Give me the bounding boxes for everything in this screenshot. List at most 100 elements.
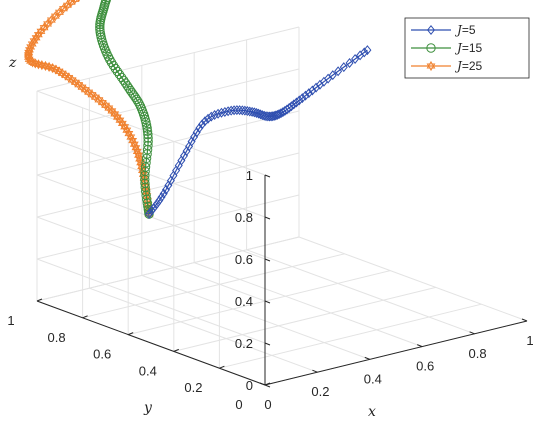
wall-gridline — [36, 194, 300, 260]
wall-gridline — [36, 26, 300, 92]
legend-marker — [426, 24, 436, 36]
z-tick — [264, 300, 271, 304]
data-point — [287, 101, 296, 112]
wall-gridline — [36, 236, 300, 302]
plot-area — [23, 0, 372, 220]
data-point — [232, 105, 241, 116]
data-point — [345, 57, 354, 68]
data-point — [143, 136, 153, 147]
tick-labels: 0 0.2 0.4 0.6 0.8 1 0 0.2 0.4 0.6 0.8 1 0 0.2 0.4 0.6 0.… — [7, 168, 533, 412]
wall-gridline — [36, 68, 300, 134]
z-tick-label: 0.2 — [235, 336, 253, 351]
series-1 — [95, 0, 154, 219]
data-point — [285, 102, 294, 113]
x-axis-line — [264, 320, 528, 386]
x-tick — [312, 369, 318, 373]
data-point — [140, 178, 150, 188]
data-point — [95, 24, 105, 35]
data-point — [230, 105, 239, 116]
wall-gridline — [36, 132, 266, 218]
legend-label: J=15 — [454, 41, 482, 55]
series-0 — [145, 45, 372, 220]
data-point — [161, 184, 170, 195]
y-tick — [264, 382, 271, 386]
y-tick-label: 0.8 — [48, 330, 66, 345]
y-tick — [82, 315, 88, 319]
wall-gridline — [36, 174, 266, 260]
z-tick-label: 1 — [246, 168, 253, 183]
y-tick-label: 0.6 — [93, 347, 111, 362]
floor-gridline — [141, 274, 370, 360]
legend-item: J=5 — [411, 23, 476, 37]
data-point — [334, 66, 343, 77]
floor-gridline — [82, 253, 345, 319]
x-tick-label: 0.6 — [416, 359, 434, 374]
legend-label-symbol: J — [454, 59, 463, 73]
data-point — [54, 7, 64, 18]
data-point — [142, 198, 152, 208]
x-tick — [521, 318, 528, 322]
data-point — [243, 106, 252, 117]
data-point — [159, 188, 168, 199]
data-point — [328, 70, 337, 81]
data-point — [95, 22, 105, 32]
data-point — [143, 129, 153, 140]
data-point — [273, 109, 282, 120]
floor-gridline — [173, 286, 436, 352]
data-point — [153, 198, 162, 209]
z-axis-label: z — [8, 55, 17, 71]
data-point — [57, 68, 67, 79]
legend-item: J=15 — [411, 41, 482, 55]
y-tick — [173, 348, 179, 352]
legend: J=5J=15J=25 — [404, 17, 530, 79]
data-point — [217, 107, 226, 118]
data-point — [102, 0, 112, 3]
series-line — [148, 49, 368, 215]
data-point — [308, 85, 317, 96]
y-tick-label: 1 — [7, 313, 14, 328]
z-tick — [264, 384, 271, 388]
data-point — [195, 123, 204, 134]
data-point — [289, 99, 298, 110]
data-point — [127, 88, 137, 98]
data-point — [125, 85, 136, 96]
data-point — [220, 106, 229, 117]
wall-gridline — [36, 110, 300, 176]
data-point — [149, 203, 158, 214]
data-point — [240, 105, 249, 116]
x-tick-label: 0.4 — [364, 371, 382, 386]
legend-label-symbol: J — [454, 23, 463, 37]
x-tick-label: 1 — [526, 333, 533, 348]
data-point — [301, 90, 310, 101]
z-tick-label: 0.8 — [235, 210, 253, 225]
legend-marker — [426, 60, 436, 72]
data-point — [363, 45, 372, 56]
data-point — [360, 47, 369, 58]
floor-gridline — [298, 236, 528, 322]
x-tick-label: 0 — [264, 397, 271, 412]
legend-label-value: =15 — [462, 41, 483, 55]
x-tick-label: 0.8 — [469, 346, 487, 361]
data-point — [275, 109, 284, 120]
data-point — [339, 62, 348, 73]
x-tick — [417, 344, 423, 348]
data-point — [235, 105, 244, 116]
data-point — [351, 53, 360, 64]
data-point — [101, 0, 111, 5]
data-point — [142, 123, 152, 133]
z-tick — [264, 342, 271, 346]
data-point — [324, 73, 333, 84]
data-point — [155, 195, 164, 206]
floor-gridline — [219, 303, 482, 369]
floor-gridline — [128, 270, 391, 336]
floor-gridline — [89, 287, 318, 373]
legend-label-value: =5 — [462, 23, 476, 37]
data-point — [295, 95, 304, 106]
data-point — [124, 83, 134, 93]
data-point — [252, 107, 261, 118]
data-point — [54, 66, 64, 77]
legend-item: J=25 — [411, 59, 482, 73]
data-point — [304, 88, 313, 99]
legend-marker — [426, 43, 436, 53]
series-2 — [23, 0, 154, 220]
